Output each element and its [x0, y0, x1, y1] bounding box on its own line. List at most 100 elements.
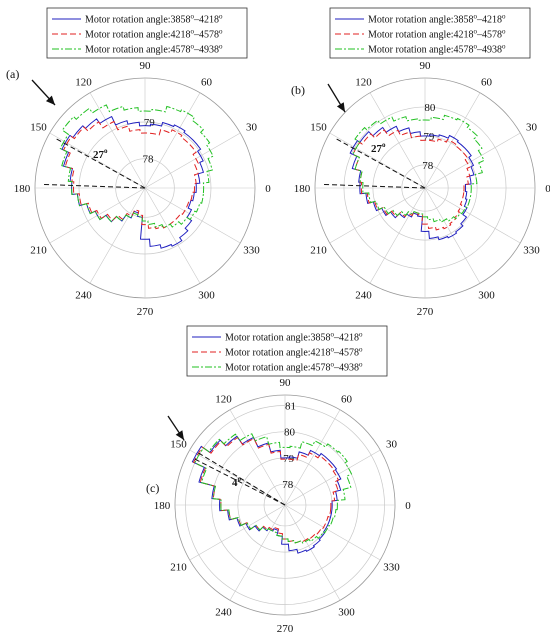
annotation-degree-c: o [238, 475, 242, 483]
legend-text-part1: Motor rotation angle:3858 [225, 333, 331, 344]
spoke-a-120 [89, 92, 146, 189]
spoke-c-210 [189, 504, 286, 561]
panel-label-b: (b) [291, 83, 305, 97]
legend-text-part2: –4578 [333, 348, 359, 359]
ring-label-c-81: 81 [285, 401, 296, 413]
angle-tick-label-a-180: 180 [14, 183, 31, 195]
legend-entry-a-3: Motor rotation angle:4578o–4938o [85, 43, 223, 56]
legend-entry-a-1: Motor rotation angle:3858o–4218o [85, 13, 223, 26]
annotation-degree-b: o [382, 141, 386, 149]
legend-degree-1: o [191, 28, 195, 36]
angle-tick-label-b-30: 30 [526, 122, 538, 134]
spoke-b-120 [369, 92, 426, 189]
legend-degree-2: o [359, 361, 363, 369]
angle-tick-label-a-150: 150 [30, 122, 47, 134]
spoke-c-300 [284, 504, 341, 601]
angle-tick-label-c-120: 120 [215, 393, 232, 405]
angle-tick-label-a-0: 0 [265, 183, 271, 195]
angle-tick-label-c-180: 180 [154, 500, 171, 512]
angle-tick-label-a-240: 240 [75, 290, 92, 302]
legend-box-c [186, 325, 388, 377]
angle-tick-label-b-120: 120 [355, 76, 372, 88]
angle-tick-label-b-90: 90 [420, 60, 432, 72]
guide-line-a-0 [55, 137, 146, 189]
annotation-angle-b: 27o [371, 141, 386, 155]
annotation-angle-c: 4o [232, 475, 242, 489]
spoke-a-240 [89, 187, 146, 284]
guide-line-a-1 [42, 183, 146, 189]
legend-entry-a-2: Motor rotation angle:4218o–4578o [85, 28, 223, 41]
ring-label-b-80: 80 [424, 102, 436, 114]
spoke-a-60 [144, 92, 201, 189]
ring-label-b-79: 79 [423, 131, 435, 143]
arrow-head-a [45, 95, 55, 105]
series-group-c [191, 433, 353, 554]
panel-b: 0 30 60 90 120 150 180 210 240 270 300 330 78 79 80 2… [291, 7, 550, 318]
legend-degree-2: o [359, 331, 363, 339]
ring-labels-b: 78 79 80 [422, 102, 436, 172]
legend-text-part1: Motor rotation angle:3858 [85, 15, 191, 26]
ring-label-b-78: 78 [422, 160, 434, 172]
legend-degree-1: o [191, 13, 195, 21]
ring-labels-a: 78 79 [143, 117, 156, 166]
legend-entry-b-1: Motor rotation angle:3858o–4218o [368, 13, 506, 26]
panel-a: 0 30 60 90 120 150 180 210 240 270 300 330 78 79 27o… [6, 7, 271, 318]
legend-text-part2: –4938 [193, 45, 219, 56]
spoke-c-120 [229, 409, 286, 506]
angle-tick-label-b-270: 270 [417, 306, 434, 318]
spoke-c-240 [229, 504, 286, 601]
spoke-b-30 [424, 132, 521, 189]
angle-tick-label-a-120: 120 [75, 76, 92, 88]
angle-tick-label-c-270: 270 [277, 623, 294, 634]
angle-tick-label-a-330: 330 [243, 245, 260, 257]
guide-line-b-0 [335, 137, 426, 189]
legend-degree-1: o [331, 346, 335, 354]
angle-tick-label-b-150: 150 [310, 122, 327, 134]
angle-tick-label-a-300: 300 [198, 290, 215, 302]
angle-tick-label-c-330: 330 [383, 562, 400, 574]
ring-label-a-78: 78 [143, 154, 155, 166]
series-line-c-3 [194, 433, 353, 544]
legend-degree-1: o [191, 43, 195, 51]
legend-text-part2: –4938 [476, 45, 502, 56]
legend-text-part1: Motor rotation angle:4218 [85, 30, 191, 41]
series-line-b-2 [352, 129, 471, 231]
ring-label-a-79: 79 [144, 117, 156, 129]
legend-entry-b-3: Motor rotation angle:4578o–4938o [368, 43, 506, 56]
legend-text-part2: –4218 [193, 15, 219, 26]
legend-degree-2: o [219, 43, 223, 51]
series-line-a-1 [61, 115, 205, 249]
legend-degree-2: o [502, 28, 506, 36]
guide-line-b-1 [322, 183, 426, 189]
legend-degree-2: o [219, 28, 223, 36]
guides-c: 4o [167, 415, 286, 506]
legend-text-part1: Motor rotation angle:4218 [225, 348, 331, 359]
angle-tick-label-c-0: 0 [405, 500, 411, 512]
angle-tick-label-c-150: 150 [170, 439, 187, 451]
annotation-degree-a: o [104, 147, 108, 155]
angle-tick-label-b-60: 60 [481, 76, 493, 88]
angle-tick-label-b-330: 330 [523, 245, 540, 257]
polar-grid-a [34, 77, 256, 299]
legend-text-part1: Motor rotation angle:3858 [368, 15, 474, 26]
angle-ticks-b: 0 30 60 90 120 150 180 210 240 270 300 330 [294, 60, 550, 318]
spoke-b-210 [329, 187, 426, 244]
arrow-head-c [175, 430, 184, 440]
angle-tick-label-c-300: 300 [338, 607, 355, 619]
legend-text-part2: –4218 [333, 333, 359, 344]
spoke-b-60 [424, 92, 481, 189]
legend-box-a [46, 7, 248, 59]
legend-degree-1: o [474, 13, 478, 21]
angle-tick-label-c-240: 240 [215, 607, 232, 619]
annotation-angle-a: 27o [93, 147, 108, 161]
angle-tick-label-a-60: 60 [201, 76, 213, 88]
angle-tick-label-b-210: 210 [310, 245, 327, 257]
angle-tick-label-c-210: 210 [170, 562, 187, 574]
spoke-b-330 [424, 187, 521, 244]
series-line-c-1 [191, 435, 342, 554]
legend-degree-1: o [331, 361, 335, 369]
